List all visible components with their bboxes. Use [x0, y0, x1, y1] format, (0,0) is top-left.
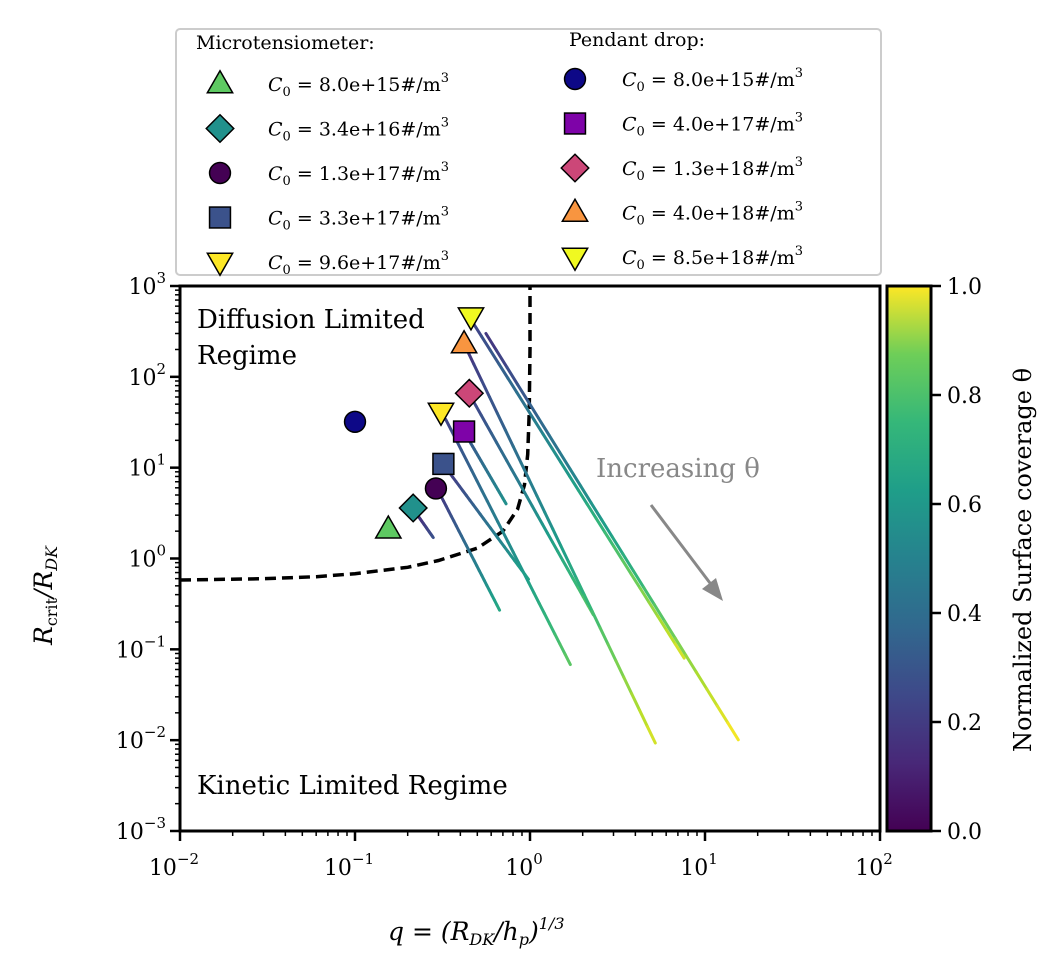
legend-label: C0 = 8.5e+18#/m3 — [622, 244, 803, 273]
y-tick-label: 103 — [128, 269, 166, 300]
legend-label: C0 = 8.0e+15#/m3 — [268, 71, 449, 100]
kinetic-label: Kinetic Limited Regime — [197, 771, 508, 801]
legend-marker-circle — [208, 161, 232, 185]
x-tick-label: 10−2 — [149, 850, 199, 881]
y-tick-label: 100 — [128, 542, 166, 573]
increasing-theta-arrow — [649, 504, 723, 601]
data-markers — [343, 307, 485, 539]
y-tick-label: 10−1 — [116, 632, 166, 663]
legend-label: C0 = 3.4e+16#/m3 — [268, 116, 449, 145]
legend-marker-square — [208, 206, 232, 229]
data-point-diamond — [398, 493, 428, 523]
legend-marker-diamond — [560, 153, 590, 183]
colorbar-ticks: 0.0 0.2 0.4 0.6 0.8 1.0 — [931, 275, 982, 845]
data-point-triangle-down — [457, 307, 485, 332]
colorbar-tick-label: 0.6 — [947, 493, 982, 518]
x-tick-label: 10−1 — [324, 850, 374, 881]
data-point-triangle-down — [427, 402, 455, 427]
legend-frame — [175, 28, 882, 276]
x-axis-title: q = (RDK/hp)1/3 — [388, 914, 565, 949]
y-tick-label: 10−2 — [116, 723, 166, 754]
legend-entry: C0 = 1.3e+17#/m3 — [208, 160, 449, 189]
y-axis-title: Rcrit/RDK — [29, 545, 61, 646]
legend-entry: C0 = 3.3e+17#/m3 — [208, 205, 449, 234]
colorbar-label: Normalized Surface coverage θ — [1009, 368, 1037, 752]
colorbar-tick-label: 0.0 — [947, 820, 982, 845]
trajectory-lines — [388, 320, 740, 745]
plot-area: Diffusion Limited Regime Kinetic Limited… — [116, 269, 893, 881]
legend: Microtensiometer: Pendant drop: C0 = 8.0… — [175, 28, 882, 278]
y-tick-label: 10−3 — [116, 814, 166, 845]
legend-label: C0 = 9.6e+17#/m3 — [268, 249, 449, 278]
trajectory-line — [484, 331, 740, 742]
x-axis-ticks: 10−2 10−1 100 101 102 — [149, 831, 893, 881]
y-tick-label: 102 — [128, 360, 166, 391]
legend-entry: C0 = 1.3e+18#/m3 — [560, 153, 803, 184]
colorbar-tick-label: 1.0 — [947, 275, 982, 300]
colorbar-tick-label: 0.4 — [947, 602, 982, 627]
trajectory-line — [444, 417, 572, 667]
legend-entry: C0 = 3.4e+16#/m3 — [205, 113, 449, 145]
legend-label: C0 = 8.0e+15#/m3 — [622, 66, 803, 95]
legend-label: C0 = 3.3e+17#/m3 — [268, 205, 449, 234]
legend-entry: C0 = 4.0e+17#/m3 — [563, 111, 803, 140]
legend-marker-triangle-down — [206, 252, 234, 277]
plot-frame — [180, 286, 880, 831]
data-point-triangle-up — [374, 514, 403, 539]
legend-entry: C0 = 4.0e+18#/m3 — [561, 197, 803, 229]
legend-title-right: Pendant drop: — [569, 29, 705, 51]
colorbar-tick-label: 0.2 — [947, 711, 982, 736]
legend-entries: C0 = 8.0e+15#/m3 C0 = 3.4e+16#/m3 C0 = 1.3… — [205, 66, 803, 278]
boundary-dashed-line — [179, 286, 532, 582]
legend-label: C0 = 1.3e+17#/m3 — [268, 160, 449, 189]
legend-marker-triangle-up — [206, 69, 234, 94]
colorbar-tick-label: 0.8 — [947, 384, 982, 409]
trajectory-line — [436, 489, 502, 612]
x-tick-label: 100 — [505, 850, 543, 881]
legend-label: C0 = 1.3e+18#/m3 — [622, 155, 803, 184]
data-point-square — [452, 420, 476, 443]
legend-marker-square — [563, 112, 587, 135]
diffusion-label-line1: Diffusion Limited — [197, 305, 425, 335]
data-point-circle — [343, 410, 367, 433]
y-tick-label: 101 — [128, 451, 166, 482]
legend-marker-triangle-down — [561, 247, 589, 272]
increasing-theta-label: Increasing θ — [596, 454, 760, 484]
colorbar-gradient — [885, 284, 933, 833]
legend-label: C0 = 4.0e+17#/m3 — [622, 111, 803, 140]
legend-entry: C0 = 9.6e+17#/m3 — [206, 249, 449, 278]
legend-entry: C0 = 8.5e+18#/m3 — [561, 244, 803, 273]
trajectory-line — [471, 320, 686, 660]
trajectory-line — [464, 346, 657, 745]
data-point-diamond — [454, 378, 485, 409]
legend-marker-diamond — [205, 113, 235, 144]
x-tick-label: 102 — [855, 850, 893, 881]
diffusion-label-line2: Regime — [197, 341, 297, 371]
legend-marker-circle — [563, 67, 587, 91]
x-tick-label: 101 — [680, 850, 718, 881]
data-point-circle — [424, 477, 448, 500]
legend-label: C0 = 4.0e+18#/m3 — [622, 200, 803, 229]
legend-entry: C0 = 8.0e+15#/m3 — [563, 66, 803, 95]
legend-marker-triangle-up — [561, 197, 589, 223]
y-axis-ticks: 10−3 10−2 10−1 100 101 102 103 — [116, 269, 180, 845]
data-point-square — [432, 452, 455, 476]
data-point-triangle-up — [450, 329, 479, 354]
legend-title-left: Microtensiometer: — [196, 32, 375, 54]
colorbar: 0.0 0.2 0.4 0.6 0.8 1.0 Normalized Surface co… — [885, 275, 1037, 845]
boundary-curve — [179, 286, 532, 582]
legend-entry: C0 = 8.0e+15#/m3 — [206, 69, 449, 100]
